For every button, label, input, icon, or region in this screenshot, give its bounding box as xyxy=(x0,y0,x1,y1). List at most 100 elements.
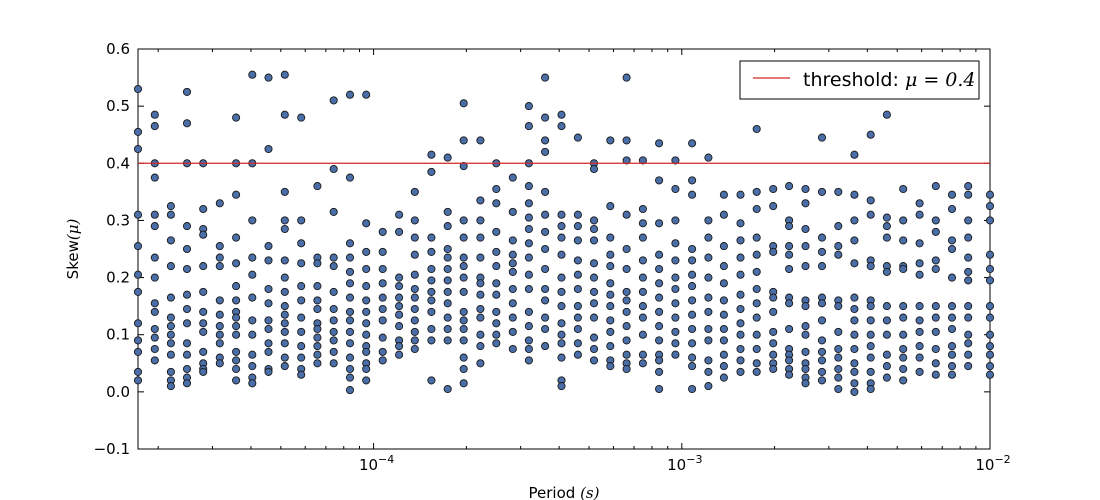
data-point xyxy=(396,211,403,218)
data-point xyxy=(720,211,727,218)
data-point xyxy=(396,274,403,281)
data-point xyxy=(883,303,890,310)
data-point xyxy=(444,154,451,161)
data-point xyxy=(281,225,288,232)
data-point xyxy=(460,354,467,361)
data-point xyxy=(689,325,696,332)
data-point xyxy=(672,351,679,358)
data-point xyxy=(444,288,451,295)
data-point xyxy=(233,323,240,330)
data-point xyxy=(151,325,158,332)
data-point xyxy=(818,248,825,255)
data-point xyxy=(720,191,727,198)
data-point xyxy=(590,165,597,172)
data-point xyxy=(134,128,141,135)
data-point xyxy=(835,223,842,230)
data-point xyxy=(525,214,532,221)
data-point xyxy=(656,280,663,287)
data-point xyxy=(802,225,809,232)
data-point xyxy=(411,188,418,195)
data-point xyxy=(590,237,597,244)
data-point xyxy=(916,328,923,335)
data-point xyxy=(346,340,353,347)
data-point xyxy=(346,308,353,315)
data-point xyxy=(167,340,174,347)
data-point xyxy=(656,357,663,364)
data-point xyxy=(298,371,305,378)
data-point xyxy=(986,191,993,198)
data-point xyxy=(689,311,696,318)
data-point xyxy=(948,245,955,252)
data-point xyxy=(167,294,174,301)
data-point xyxy=(851,237,858,244)
data-point xyxy=(965,351,972,358)
data-point xyxy=(167,351,174,358)
data-point xyxy=(851,305,858,312)
data-point xyxy=(249,71,256,78)
data-point xyxy=(916,368,923,375)
data-point xyxy=(151,174,158,181)
data-point xyxy=(786,371,793,378)
data-point xyxy=(705,337,712,344)
data-point xyxy=(525,308,532,315)
data-point xyxy=(314,360,321,367)
data-point xyxy=(411,328,418,335)
data-point xyxy=(802,365,809,372)
data-point xyxy=(542,74,549,81)
data-point xyxy=(883,363,890,370)
data-point xyxy=(428,288,435,295)
data-point xyxy=(883,331,890,338)
data-point xyxy=(330,263,337,270)
data-point xyxy=(314,334,321,341)
data-point xyxy=(330,348,337,355)
y-tick-label: 0.6 xyxy=(106,40,130,58)
data-point xyxy=(835,188,842,195)
data-point xyxy=(590,334,597,341)
data-point xyxy=(298,217,305,224)
data-point xyxy=(363,320,370,327)
data-point xyxy=(835,345,842,352)
data-point xyxy=(525,285,532,292)
data-point xyxy=(753,300,760,307)
data-point xyxy=(477,343,484,350)
data-point xyxy=(770,365,777,372)
data-point xyxy=(689,297,696,304)
data-point xyxy=(314,183,321,190)
data-point xyxy=(183,120,190,127)
data-point xyxy=(134,320,141,327)
data-point xyxy=(379,280,386,287)
data-point xyxy=(509,314,516,321)
data-point xyxy=(986,371,993,378)
data-point xyxy=(411,251,418,258)
data-point xyxy=(607,363,614,370)
data-point xyxy=(705,254,712,261)
data-point xyxy=(525,183,532,190)
data-point xyxy=(818,357,825,364)
data-point xyxy=(986,251,993,258)
data-point xyxy=(298,283,305,290)
data-point xyxy=(183,340,190,347)
data-point xyxy=(542,343,549,350)
data-point xyxy=(965,191,972,198)
data-point xyxy=(574,340,581,347)
data-point xyxy=(986,217,993,224)
data-point xyxy=(900,345,907,352)
data-point xyxy=(558,223,565,230)
data-point xyxy=(265,348,272,355)
data-point xyxy=(542,114,549,121)
data-point xyxy=(818,348,825,355)
data-point xyxy=(265,74,272,81)
data-point xyxy=(183,320,190,327)
data-point xyxy=(770,328,777,335)
x-tick-label: 10−2 xyxy=(975,453,1010,474)
data-point xyxy=(986,203,993,210)
data-point xyxy=(346,240,353,247)
data-point xyxy=(623,265,630,272)
data-point xyxy=(428,277,435,284)
data-point xyxy=(200,288,207,295)
data-point xyxy=(298,260,305,267)
data-point xyxy=(314,260,321,267)
data-point xyxy=(720,374,727,381)
data-point xyxy=(574,325,581,332)
data-point xyxy=(396,311,403,318)
